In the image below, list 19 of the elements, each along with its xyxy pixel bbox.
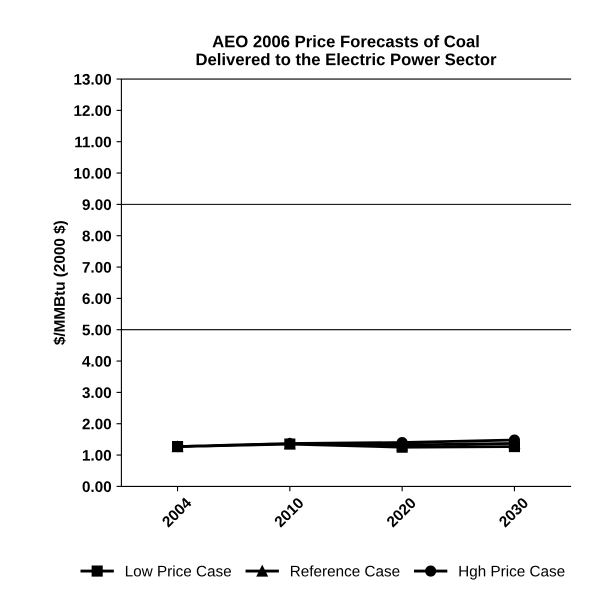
y-tick-label: 3.00 bbox=[82, 387, 112, 398]
y-tick-label: 13.00 bbox=[74, 74, 112, 85]
y-tick-label: 11.00 bbox=[75, 136, 112, 148]
y-tick-label: 2.00 bbox=[82, 418, 112, 430]
y-tick-label: 1.00 bbox=[82, 450, 112, 461]
y-tick-label: 6.00 bbox=[82, 293, 112, 304]
y-tick-label: 9.00 bbox=[82, 199, 112, 210]
y-tick-label: 10.00 bbox=[74, 168, 112, 179]
y-tick-label: 12.00 bbox=[74, 105, 112, 116]
y-axis-title: $/MMBtu (2000 $) bbox=[53, 221, 68, 345]
legend-label: Low Price Case bbox=[126, 565, 231, 577]
legend-label: Reference Case bbox=[290, 565, 400, 577]
y-tick-label: 8.00 bbox=[82, 230, 112, 242]
y-tick-label: 0.00 bbox=[82, 481, 112, 492]
y-tick-label: 7.00 bbox=[82, 262, 112, 273]
chart-title: AEO 2006 Price Forecasts of Coal Delivered to the Electric Power Sector bbox=[196, 35, 496, 66]
legend-label: Hgh Price Case bbox=[459, 565, 564, 580]
y-tick-label: 4.00 bbox=[82, 356, 112, 367]
y-tick-label: 5.00 bbox=[82, 324, 112, 336]
